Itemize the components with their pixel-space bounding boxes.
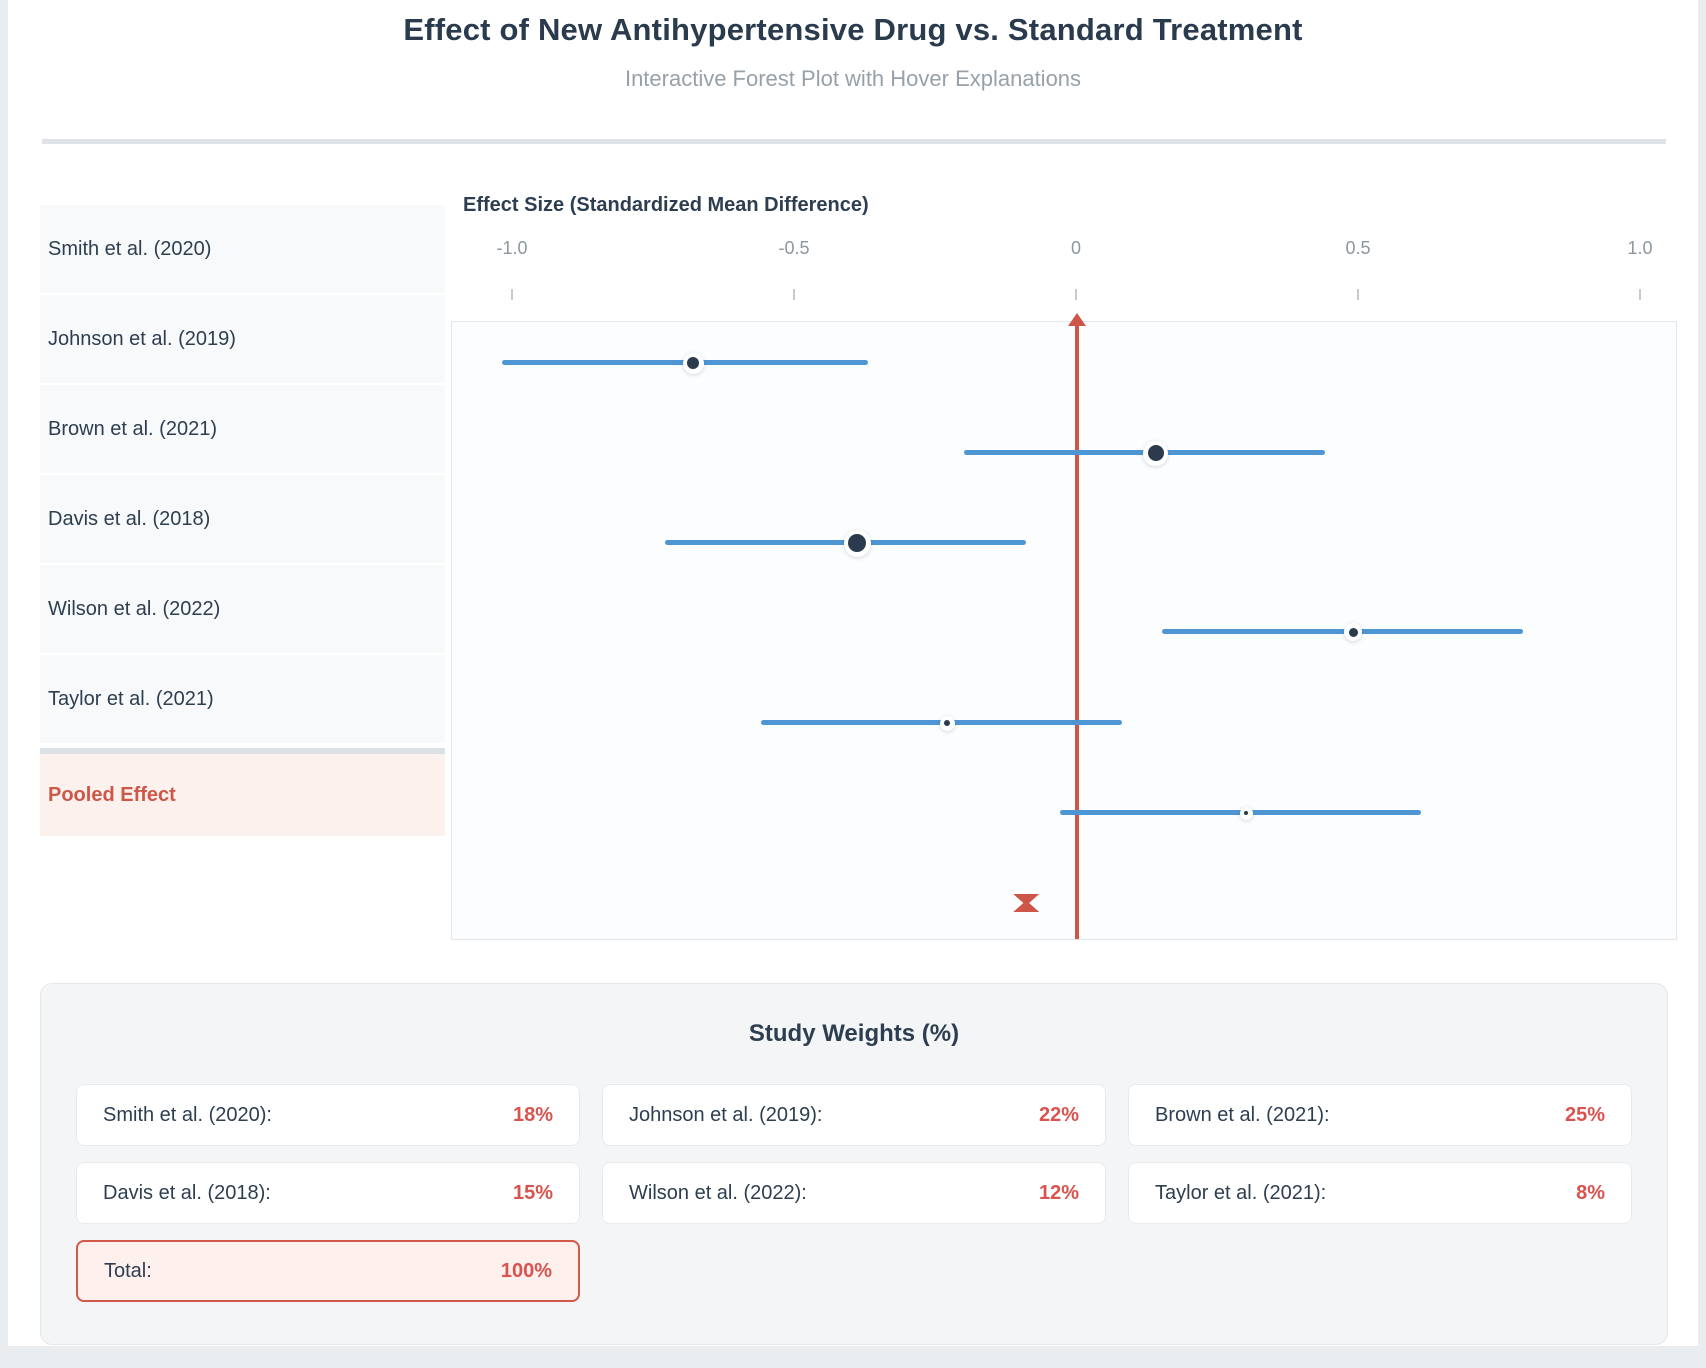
study-point-0[interactable]: [687, 357, 700, 369]
weight-card-4: Wilson et al. (2022): 12%: [602, 1162, 1106, 1224]
weight-value: 8%: [1576, 1181, 1605, 1204]
x-tick-mark-3: [1357, 289, 1359, 300]
study-point-4[interactable]: [944, 720, 951, 726]
x-tick-label-2: 0: [1070, 238, 1081, 258]
study-point-5[interactable]: [1244, 811, 1249, 815]
weight-study-name: Brown et al. (2021):: [1155, 1103, 1330, 1126]
plot-area: [451, 313, 1677, 940]
weight-card-5: Taylor et al. (2021): 8%: [1128, 1162, 1632, 1224]
x-axis-title: Effect Size (Standardized Mean Differenc…: [463, 194, 869, 216]
sidebar-item-study-2[interactable]: Brown et al. (2021): [40, 385, 445, 475]
weight-value: 18%: [512, 1103, 553, 1126]
total-value: 100%: [500, 1259, 552, 1282]
header-divider: [42, 139, 1666, 144]
study-point-3[interactable]: [1348, 627, 1358, 637]
sidebar-divider: [40, 748, 445, 754]
weight-study-name: Johnson et al. (2019):: [629, 1103, 823, 1126]
x-tick-mark-1: [793, 289, 795, 300]
zero-reference-line: [1075, 322, 1079, 939]
sidebar-item-study-1[interactable]: Johnson et al. (2019): [40, 295, 445, 385]
x-tick-label-4: 1.0: [1627, 238, 1653, 258]
weight-study-name: Smith et al. (2020):: [103, 1103, 272, 1126]
sidebar-item-study-0[interactable]: Smith et al. (2020): [40, 205, 445, 295]
study-label-list: Smith et al. (2020) Johnson et al. (2019)…: [40, 205, 445, 836]
study-weights-panel: Study Weights (%) Smith et al. (2020): 18…: [40, 983, 1668, 1345]
x-tick-label-0: -1.0: [496, 238, 528, 258]
zero-line-arrowhead-icon: [1068, 313, 1086, 326]
x-tick-mark-4: [1639, 289, 1641, 300]
total-label: Total:: [104, 1259, 152, 1282]
page-subtitle: Interactive Forest Plot with Hover Expla…: [624, 66, 1082, 91]
weight-study-name: Davis et al. (2018):: [103, 1181, 271, 1204]
x-tick-label-3: 0.5: [1345, 238, 1371, 258]
study-point-2[interactable]: [848, 534, 867, 552]
sidebar-item-study-5[interactable]: Taylor et al. (2021): [40, 655, 445, 745]
weight-card-2: Brown et al. (2021): 25%: [1128, 1084, 1632, 1146]
weight-value: 15%: [512, 1181, 553, 1204]
app-window: Effect of New Antihypertensive Drug vs. …: [8, 0, 1698, 1346]
weight-card-total: Total: 100%: [76, 1240, 580, 1302]
forest-plot: Effect Size (Standardized Mean Differenc…: [451, 168, 1677, 948]
weight-value: 12%: [1038, 1181, 1079, 1204]
sidebar-item-pooled[interactable]: Pooled Effect: [40, 754, 445, 836]
weight-card-3: Davis et al. (2018): 15%: [76, 1162, 580, 1224]
weight-study-name: Wilson et al. (2022):: [629, 1181, 807, 1204]
study-point-1[interactable]: [1147, 445, 1164, 461]
weight-study-name: Taylor et al. (2021):: [1155, 1181, 1327, 1204]
x-tick-label-1: -0.5: [778, 238, 810, 258]
sidebar-item-study-4[interactable]: Wilson et al. (2022): [40, 565, 445, 655]
weight-value: 25%: [1564, 1103, 1605, 1126]
confidence-interval-3: [1161, 629, 1523, 634]
page-title: Effect of New Antihypertensive Drug vs. …: [403, 12, 1303, 47]
weight-value: 22%: [1038, 1103, 1079, 1126]
x-tick-mark-2: [1075, 289, 1077, 300]
pooled-effect-marker[interactable]: [1013, 894, 1040, 912]
x-tick-mark-0: [511, 289, 513, 300]
weight-card-1: Johnson et al. (2019): 22%: [602, 1084, 1106, 1146]
weights-title: Study Weights (%): [748, 1020, 960, 1047]
weights-grid: Smith et al. (2020): 18% Johnson et al. (2…: [76, 1084, 1632, 1302]
weight-card-0: Smith et al. (2020): 18%: [76, 1084, 580, 1146]
sidebar-item-study-3[interactable]: Davis et al. (2018): [40, 475, 445, 565]
